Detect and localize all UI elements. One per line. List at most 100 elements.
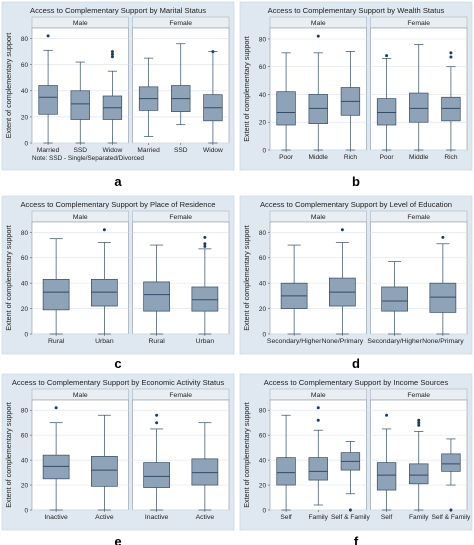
outlier-point bbox=[316, 406, 320, 410]
y-tick-label: 20 bbox=[259, 482, 267, 489]
box-iqr bbox=[429, 282, 457, 313]
x-tick-label: Rural bbox=[48, 338, 65, 345]
chart-panel-b: Access to Complementary Support by Wealt… bbox=[239, 1, 473, 189]
chart-title: Access to Complementary Support by Level… bbox=[260, 200, 452, 209]
x-tick-label: Middle bbox=[409, 154, 429, 161]
panel-letter: e bbox=[114, 534, 121, 545]
x-tick-label: Married bbox=[137, 147, 160, 154]
outlier-point bbox=[203, 235, 207, 239]
x-tick-label: Poor bbox=[279, 154, 294, 161]
outlier-point bbox=[385, 413, 389, 417]
y-tick-label: 40 bbox=[21, 458, 29, 465]
outlier-point bbox=[316, 418, 320, 422]
outlier-point bbox=[449, 51, 453, 55]
chart-title: Access to Complementary Support by Incom… bbox=[264, 378, 449, 387]
y-axis-label: Extent of complementary support bbox=[4, 33, 13, 138]
box-iqr bbox=[441, 96, 461, 122]
chart-title: Access to Complementary Support by Econo… bbox=[12, 378, 224, 387]
box-iqr bbox=[143, 462, 170, 488]
x-tick-label: Family bbox=[409, 514, 429, 521]
x-tick-label: Rich bbox=[444, 154, 458, 161]
x-tick-label: Active bbox=[95, 514, 114, 521]
outlier-point bbox=[316, 34, 320, 38]
outlier-point bbox=[110, 50, 114, 54]
facet-label: Female bbox=[169, 20, 192, 27]
x-tick-label: Middle bbox=[309, 154, 329, 161]
x-tick-label: Inactive bbox=[44, 514, 68, 521]
y-tick-label: 40 bbox=[259, 92, 267, 99]
outlier-point bbox=[203, 242, 207, 246]
y-tick-label: 20 bbox=[259, 120, 267, 127]
x-tick-label: Widow bbox=[103, 147, 123, 154]
chart-title: Access to Complementary Support by Place… bbox=[20, 200, 215, 209]
box-iqr bbox=[376, 98, 397, 126]
x-tick-label: Self & Family bbox=[431, 514, 471, 521]
x-tick-label: Rich bbox=[344, 154, 358, 161]
y-tick-label: 0 bbox=[24, 507, 28, 514]
outlier-point bbox=[102, 228, 106, 232]
panel-letter: c bbox=[114, 356, 121, 371]
x-tick-label: SSD bbox=[73, 147, 87, 154]
facet-label: Female bbox=[169, 392, 192, 399]
y-tick-label: 0 bbox=[262, 331, 266, 338]
y-tick-label: 80 bbox=[259, 230, 267, 237]
y-axis-label: Extent of complementary support bbox=[4, 225, 13, 330]
y-tick-label: 20 bbox=[21, 482, 29, 489]
y-axis-label: Extent of complementary support bbox=[4, 402, 13, 507]
facet-label: Female bbox=[407, 214, 430, 221]
box-iqr bbox=[409, 92, 429, 123]
y-tick-label: 80 bbox=[21, 36, 29, 43]
box-iqr bbox=[308, 457, 328, 481]
y-tick-label: 80 bbox=[259, 36, 267, 43]
outlier-point bbox=[417, 423, 421, 427]
facet-label: Male bbox=[311, 392, 326, 399]
panel-letter: f bbox=[354, 534, 359, 545]
outlier-point bbox=[385, 54, 389, 58]
x-tick-label: Inactive bbox=[145, 514, 169, 521]
y-tick-label: 0 bbox=[262, 147, 266, 154]
y-tick-label: 60 bbox=[21, 62, 29, 69]
y-tick-label: 20 bbox=[21, 306, 29, 313]
x-tick-label: Family bbox=[309, 514, 329, 521]
facet-label: Male bbox=[73, 20, 88, 27]
y-axis-label: Extent of complementary support bbox=[242, 36, 251, 141]
x-tick-label: Secondary/Higher bbox=[267, 338, 322, 345]
x-tick-label: Self bbox=[280, 514, 292, 521]
y-tick-label: 20 bbox=[259, 306, 267, 313]
chart-title: Access to Complementary Support by Marit… bbox=[30, 6, 206, 15]
plot-area bbox=[132, 399, 230, 511]
outlier-point bbox=[110, 52, 114, 56]
facet-label: Male bbox=[311, 214, 326, 221]
box-iqr bbox=[70, 90, 90, 120]
facet-label: Male bbox=[73, 214, 88, 221]
y-tick-label: 60 bbox=[259, 433, 267, 440]
box-iqr bbox=[91, 456, 118, 487]
outlier-point bbox=[54, 406, 58, 410]
x-tick-label: Secondary/Higher bbox=[367, 338, 422, 345]
y-tick-label: 80 bbox=[21, 230, 29, 237]
facet-label: Female bbox=[407, 20, 430, 27]
box-iqr bbox=[276, 457, 296, 486]
outlier-point bbox=[46, 34, 50, 38]
box-iqr bbox=[308, 94, 328, 124]
panel-letter: a bbox=[114, 174, 122, 189]
outlier-point bbox=[449, 55, 453, 59]
box-iqr bbox=[38, 85, 58, 115]
box-iqr bbox=[143, 281, 170, 312]
panel-letter: d bbox=[352, 356, 360, 371]
y-axis-label: Extent of complementary support bbox=[242, 402, 251, 507]
plot-area bbox=[31, 221, 129, 335]
x-tick-label: Self bbox=[381, 514, 393, 521]
outlier-point bbox=[340, 228, 344, 232]
x-tick-label: Active bbox=[196, 514, 215, 521]
x-tick-label: Widow bbox=[203, 147, 223, 154]
y-tick-label: 40 bbox=[259, 458, 267, 465]
box-iqr bbox=[409, 463, 429, 485]
y-tick-label: 0 bbox=[24, 331, 28, 338]
box-iqr bbox=[441, 453, 461, 472]
outlier-point bbox=[441, 235, 445, 239]
plot-area bbox=[370, 221, 468, 335]
x-tick-label: SSD bbox=[174, 147, 188, 154]
x-tick-label: Self & Family bbox=[331, 514, 371, 521]
